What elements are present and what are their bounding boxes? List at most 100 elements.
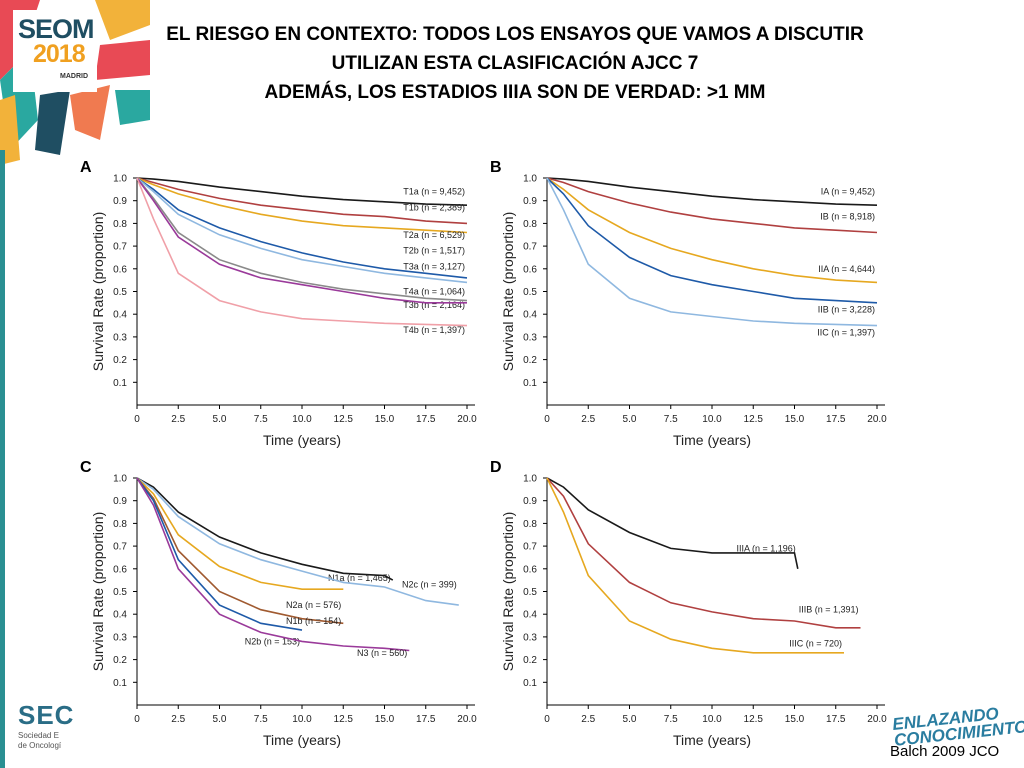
y-tick-label: 0.4 xyxy=(523,310,537,321)
series-line-1 xyxy=(136,177,468,225)
series-label: N2b (n = 153) xyxy=(245,636,300,646)
x-tick-label: 12.5 xyxy=(334,414,354,425)
y-tick-label: 0.1 xyxy=(113,678,127,689)
series-label: IIIA (n = 1,196) xyxy=(737,543,796,553)
series-line-4 xyxy=(546,177,878,327)
y-tick-label: 0.7 xyxy=(523,542,537,553)
series-label: N2a (n = 576) xyxy=(286,600,341,610)
chart-panel-c: C 0.1 0.2 0.3 0.4 0.5 0.6 0.7 0.8 0.9 1.0 0 2.5 5.0 7.… xyxy=(80,459,477,748)
x-tick-label: 15.0 xyxy=(785,714,805,725)
y-tick-label: 0.6 xyxy=(113,264,127,275)
x-axis-label: Time (years) xyxy=(263,432,341,448)
y-tick-label: 1.0 xyxy=(523,174,537,185)
y-tick-label: 0.2 xyxy=(523,355,537,366)
x-tick-label: 10.0 xyxy=(292,714,312,725)
x-tick-label: 20.0 xyxy=(457,414,477,425)
x-tick-label: 12.5 xyxy=(744,414,764,425)
x-tick-label: 15.0 xyxy=(785,414,805,425)
y-tick-label: 0.6 xyxy=(523,564,537,575)
series-line-2 xyxy=(546,477,844,654)
panel-letter: B xyxy=(490,159,502,176)
x-tick-label: 10.0 xyxy=(702,414,722,425)
y-tick-label: 0.5 xyxy=(523,287,537,298)
x-axis-label: Time (years) xyxy=(673,732,751,748)
y-tick-label: 0.7 xyxy=(113,542,127,553)
y-tick-label: 0.9 xyxy=(523,196,537,207)
series-line-0 xyxy=(546,477,799,569)
series-label: T4a (n = 1,064) xyxy=(403,287,465,297)
series-label: IIIB (n = 1,391) xyxy=(799,605,859,615)
title-line-3: ADEMÁS, LOS ESTADIOS IIIA SON DE VERDAD:… xyxy=(264,82,766,103)
series-line-4 xyxy=(136,177,468,284)
series-label: N2c (n = 399) xyxy=(402,580,457,590)
x-tick-label: 5.0 xyxy=(623,714,637,725)
logo-year: 2018 xyxy=(33,40,86,68)
series-label: T1b (n = 2,389) xyxy=(403,203,465,213)
y-tick-label: 0.4 xyxy=(113,310,127,321)
x-tick-label: 5.0 xyxy=(213,714,227,725)
x-tick-label: 2.5 xyxy=(581,414,595,425)
series-label: IIA (n = 4,644) xyxy=(818,264,875,274)
y-tick-label: 1.0 xyxy=(113,174,127,185)
series-label: T3b (n = 2,164) xyxy=(403,300,465,310)
y-tick-label: 0.5 xyxy=(113,587,127,598)
y-tick-label: 0.5 xyxy=(113,287,127,298)
title-line-2: UTILIZAN ESTA CLASIFICACIÓN AJCC 7 xyxy=(331,53,699,74)
x-tick-label: 0 xyxy=(134,414,140,425)
survival-charts: A 0.1 0.2 0.3 0.4 0.5 0.6 0.7 0.8 0.9 1.0 0 2.5 5.0 7.… xyxy=(80,159,887,748)
x-tick-label: 20.0 xyxy=(867,714,887,725)
y-tick-label: 0.2 xyxy=(523,655,537,666)
series-line-2 xyxy=(136,177,468,234)
panel-letter: D xyxy=(490,459,502,476)
logo-city: MADRID xyxy=(60,73,88,80)
y-tick-label: 0.6 xyxy=(113,564,127,575)
x-tick-label: 0 xyxy=(134,714,140,725)
y-tick-label: 0.8 xyxy=(113,219,127,230)
x-tick-label: 17.5 xyxy=(826,714,846,725)
logo-name: SEOM xyxy=(18,14,95,44)
x-tick-label: 5.0 xyxy=(623,414,637,425)
x-tick-label: 17.5 xyxy=(416,714,436,725)
footer-org: SEC xyxy=(18,700,75,730)
series-line-0 xyxy=(136,177,468,206)
series-label: T4b (n = 1,397) xyxy=(403,325,465,335)
y-axis-label: Survival Rate (proportion) xyxy=(90,512,106,672)
y-axis-label: Survival Rate (proportion) xyxy=(90,212,106,372)
series-label: IIB (n = 3,228) xyxy=(818,305,875,315)
x-tick-label: 12.5 xyxy=(744,714,764,725)
y-tick-label: 0.8 xyxy=(523,519,537,530)
x-axis-label: Time (years) xyxy=(263,732,341,748)
series-line-3 xyxy=(546,177,878,304)
panel-letter: C xyxy=(80,459,92,476)
x-tick-label: 12.5 xyxy=(334,714,354,725)
seom-footer-logo: SEC Sociedad E de Oncologí xyxy=(18,700,74,751)
y-tick-label: 0.9 xyxy=(523,496,537,507)
title-line-1: EL RIESGO EN CONTEXTO: TODOS LOS ENSAYOS… xyxy=(166,24,864,45)
chart-panel-d: D 0.1 0.2 0.3 0.4 0.5 0.6 0.7 0.8 0.9 1.0 0 2.5 5.0 7.… xyxy=(490,459,887,748)
slide-title: EL RIESGO EN CONTEXTO: TODOS LOS ENSAYOS… xyxy=(115,20,915,107)
citation: Balch 2009 JCO xyxy=(890,743,1000,760)
x-tick-label: 7.5 xyxy=(254,414,268,425)
series-label: N3 (n = 560) xyxy=(357,648,407,658)
y-tick-label: 0.2 xyxy=(113,355,127,366)
series-label: IIIC (n = 720) xyxy=(789,639,842,649)
y-tick-label: 0.3 xyxy=(523,332,537,343)
x-tick-label: 20.0 xyxy=(457,714,477,725)
y-tick-label: 0.1 xyxy=(523,378,537,389)
series-line-5 xyxy=(136,177,468,302)
x-tick-label: 10.0 xyxy=(702,714,722,725)
x-tick-label: 20.0 xyxy=(867,414,887,425)
x-tick-label: 17.5 xyxy=(826,414,846,425)
series-line-1 xyxy=(546,477,861,629)
y-axis-label: Survival Rate (proportion) xyxy=(500,212,516,372)
series-line-7 xyxy=(136,177,468,327)
x-axis-label: Time (years) xyxy=(673,432,751,448)
footer-org-line-2: de Oncologí xyxy=(18,741,62,750)
series-line-2 xyxy=(546,177,878,284)
y-tick-label: 0.9 xyxy=(113,496,127,507)
x-tick-label: 2.5 xyxy=(581,714,595,725)
series-line-0 xyxy=(136,477,394,581)
y-tick-label: 0.6 xyxy=(523,264,537,275)
series-label: IA (n = 9,452) xyxy=(821,187,875,197)
y-tick-label: 0.3 xyxy=(113,332,127,343)
